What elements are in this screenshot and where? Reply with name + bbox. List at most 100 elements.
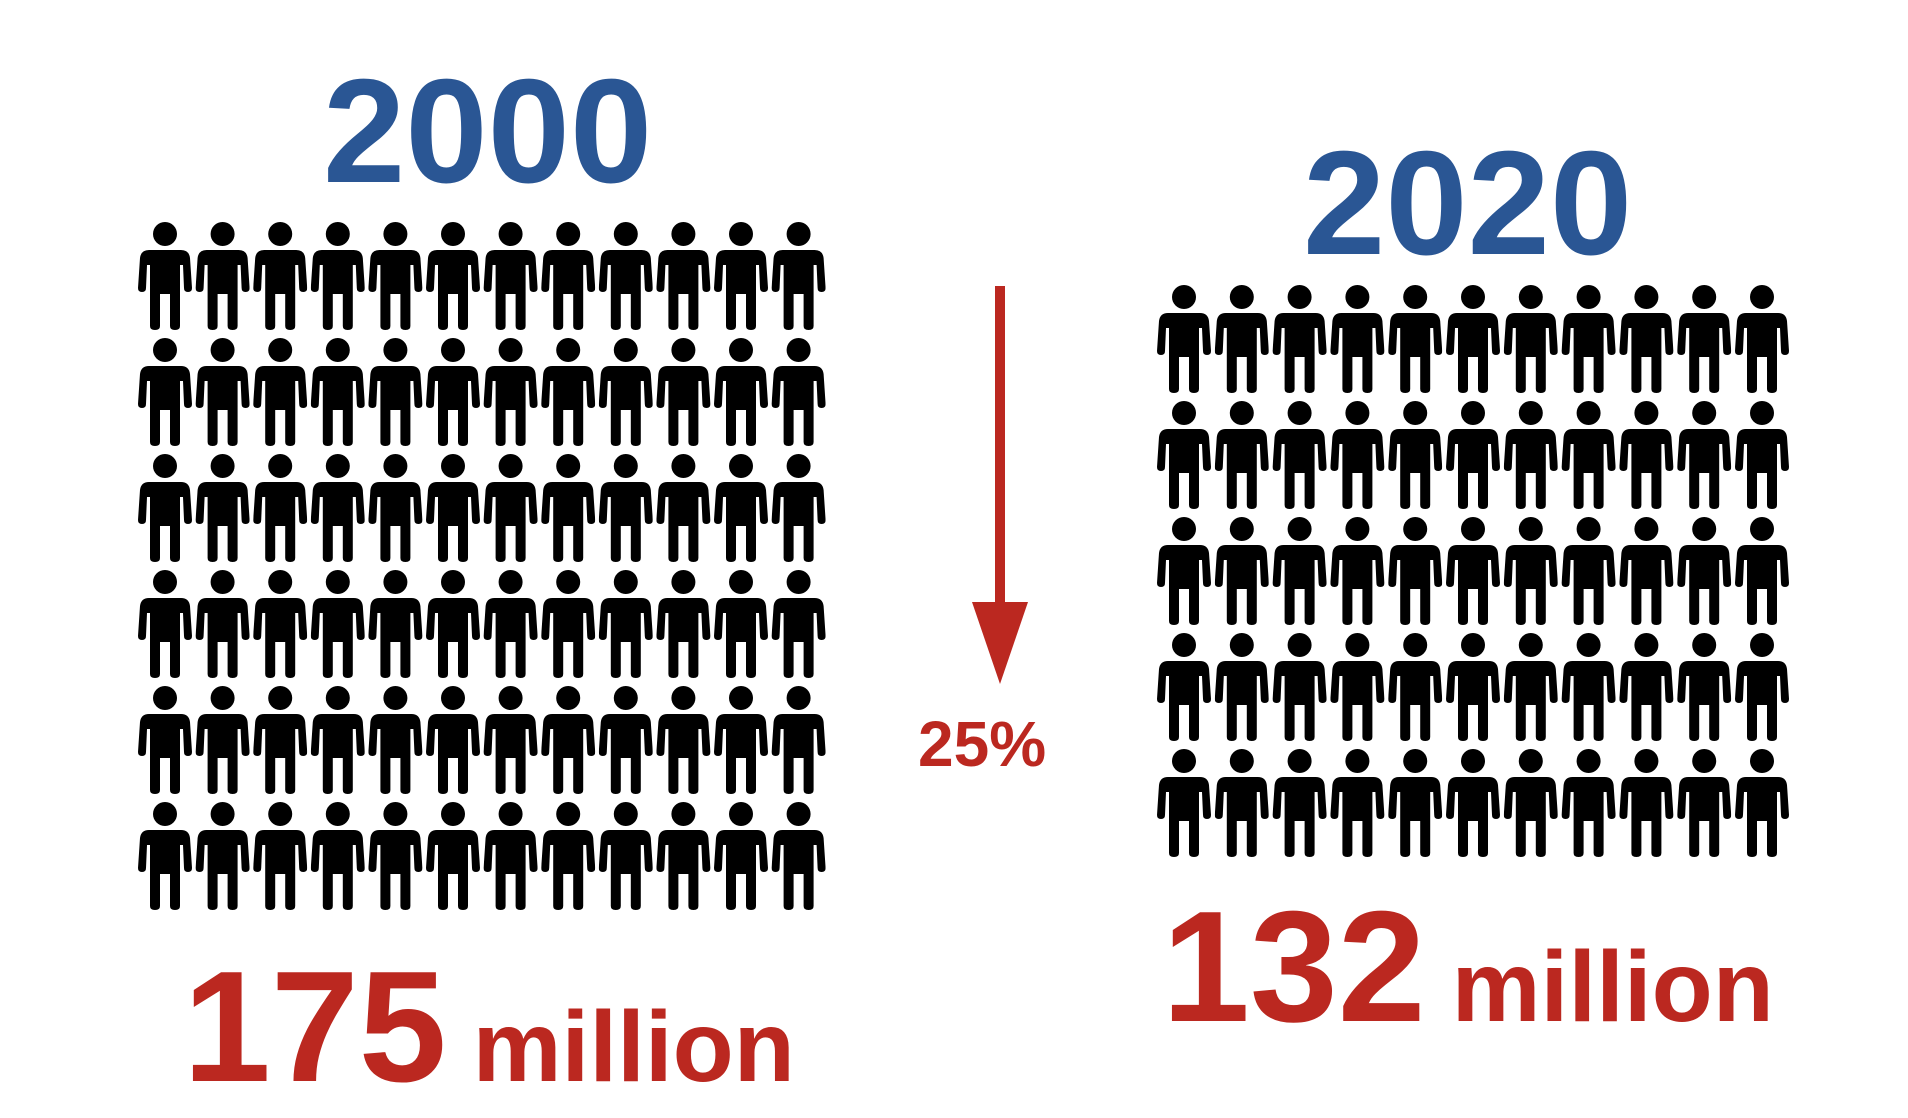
person-icon <box>1388 285 1443 393</box>
person-icon <box>1214 285 1269 393</box>
person-icon <box>1330 749 1385 857</box>
person-icon <box>253 454 308 562</box>
person-icon <box>656 570 711 678</box>
person-icon <box>426 222 480 330</box>
person-icon <box>1272 633 1327 741</box>
person-icon <box>656 222 711 330</box>
person-icon <box>541 454 596 562</box>
person-icon <box>1446 749 1500 857</box>
person-icon <box>1735 517 1789 625</box>
total-2000: 175 million <box>183 948 795 1106</box>
person-icon <box>1503 517 1558 625</box>
total-unit-2000: million <box>472 991 795 1103</box>
person-icon <box>1330 285 1385 393</box>
person-icon <box>1388 749 1443 857</box>
person-icon <box>368 570 423 678</box>
person-icon <box>1157 517 1211 625</box>
arrow-head <box>972 602 1028 684</box>
person-icon <box>195 338 250 446</box>
total-value-2020: 132 <box>1162 879 1426 1055</box>
person-icon <box>1503 633 1558 741</box>
person-icon <box>598 686 653 794</box>
person-icon <box>1214 749 1269 857</box>
person-icon <box>1157 749 1211 857</box>
person-icon <box>138 454 192 562</box>
person-icon <box>714 454 768 562</box>
person-icon <box>714 570 768 678</box>
person-icon <box>138 222 192 330</box>
person-icon <box>598 802 653 910</box>
person-icon <box>1330 401 1385 509</box>
person-icon <box>426 802 480 910</box>
person-icon <box>1272 517 1327 625</box>
person-icon <box>426 686 480 794</box>
person-icon <box>1446 633 1500 741</box>
person-icon <box>1677 749 1732 857</box>
person-icon <box>1388 633 1443 741</box>
person-icon <box>195 686 250 794</box>
total-unit-2020: million <box>1451 931 1774 1043</box>
person-icon <box>253 338 308 446</box>
person-icon <box>253 686 308 794</box>
person-icon <box>714 338 768 446</box>
person-icon <box>1272 285 1327 393</box>
person-icon <box>541 222 596 330</box>
person-icon <box>1272 749 1327 857</box>
person-icon <box>1503 401 1558 509</box>
person-icon <box>714 802 768 910</box>
person-icon <box>1619 749 1674 857</box>
person-icon <box>1214 633 1269 741</box>
person-icon <box>310 802 365 910</box>
person-icon <box>1330 517 1385 625</box>
person-icon <box>1619 517 1674 625</box>
person-icon <box>1735 633 1789 741</box>
person-icon <box>426 338 480 446</box>
person-icon <box>1735 401 1789 509</box>
person-icon <box>771 222 826 330</box>
person-icon <box>1677 633 1732 741</box>
person-icon <box>368 802 423 910</box>
person-icon <box>1561 517 1616 625</box>
person-icon <box>771 338 826 446</box>
person-icon <box>195 570 250 678</box>
person-icon <box>1503 749 1558 857</box>
year-label-2000: 2000 <box>323 49 653 214</box>
person-icon <box>541 686 596 794</box>
person-icon <box>253 802 308 910</box>
year-label-2020: 2020 <box>1303 121 1633 286</box>
person-icon <box>771 454 826 562</box>
total-2020: 132 million <box>1162 888 1774 1046</box>
person-icon <box>483 802 538 910</box>
person-icon <box>310 338 365 446</box>
person-icon <box>1330 633 1385 741</box>
person-icon <box>310 454 365 562</box>
person-icon <box>483 570 538 678</box>
total-value-2000: 175 <box>183 939 447 1115</box>
person-icon <box>714 222 768 330</box>
person-icon <box>1561 285 1616 393</box>
people-grid-2020 <box>1157 285 1789 857</box>
person-icon <box>138 570 192 678</box>
person-icon <box>771 802 826 910</box>
person-icon <box>1214 401 1269 509</box>
person-icon <box>598 570 653 678</box>
person-icon <box>195 222 250 330</box>
person-icon <box>1272 401 1327 509</box>
person-icon <box>1561 749 1616 857</box>
person-icon <box>1157 401 1211 509</box>
person-icon <box>656 454 711 562</box>
person-icon <box>1677 285 1732 393</box>
person-icon <box>368 222 423 330</box>
person-icon <box>253 570 308 678</box>
person-icon <box>656 686 711 794</box>
person-icon <box>426 570 480 678</box>
person-icon <box>541 338 596 446</box>
person-icon <box>771 686 826 794</box>
person-icon <box>1157 285 1211 393</box>
person-icon <box>138 802 192 910</box>
person-icon <box>310 222 365 330</box>
person-icon <box>598 222 653 330</box>
person-icon <box>1619 633 1674 741</box>
people-grid-2000 <box>138 222 826 910</box>
person-icon <box>310 686 365 794</box>
